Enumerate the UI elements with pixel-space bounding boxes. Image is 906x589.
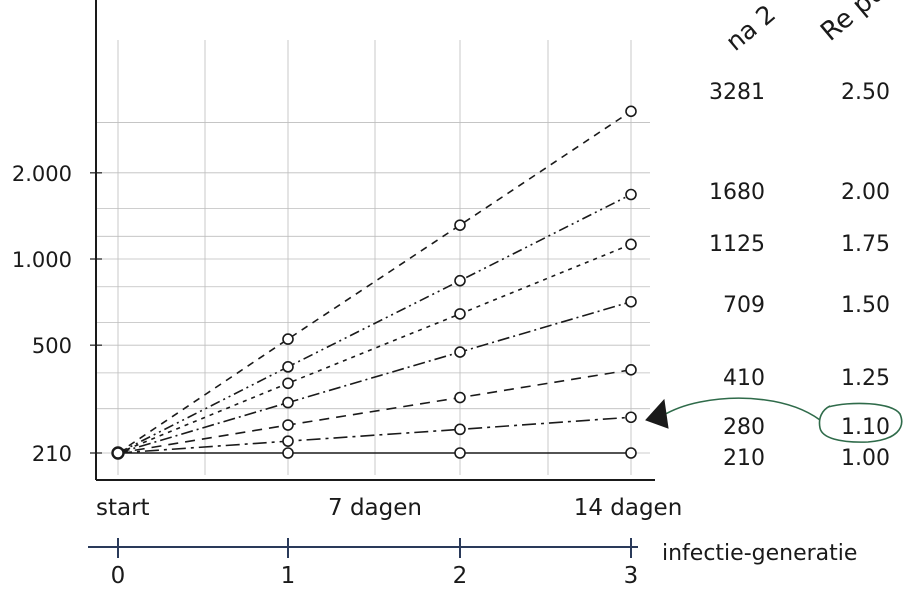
- series-line-r-2: [117, 193, 632, 454]
- y-tick-label: 210: [32, 442, 72, 466]
- data-point-marker: [282, 377, 294, 390]
- series-line-r-1.25: [117, 369, 632, 454]
- axes: [88, 0, 655, 558]
- y-tick-label: 1.000: [12, 248, 72, 272]
- data-point-marker: [625, 411, 637, 424]
- table-count-value: 280: [723, 415, 765, 440]
- data-point-marker: [625, 238, 637, 251]
- data-point-marker: [454, 447, 466, 459]
- data-point-marker: [454, 308, 466, 320]
- data-point-marker: [625, 364, 637, 376]
- table-count-value: 1680: [709, 180, 765, 205]
- x-time-label: 7 dagen: [328, 495, 422, 521]
- annotation-arrow-line: [661, 397, 821, 421]
- data-point-marker: [282, 361, 294, 373]
- y-tick-label: 500: [32, 334, 72, 358]
- data-point-marker: [625, 295, 637, 308]
- table-r-value: 1.10: [841, 415, 890, 440]
- data-point-marker: [625, 447, 637, 459]
- table-r-value: 2.00: [841, 180, 890, 205]
- series-line-r-1.5: [117, 300, 632, 454]
- generation-tick-label: 2: [453, 563, 468, 589]
- data-point-marker: [454, 423, 466, 436]
- data-point-marker: [282, 396, 294, 409]
- table-count-value: 1125: [709, 232, 765, 257]
- series-line-r-2.5: [117, 110, 632, 454]
- annotation: [645, 397, 903, 443]
- y-tick-label: 2.000: [12, 162, 72, 186]
- table-r-value: 2.50: [841, 80, 890, 105]
- axis-labels: 210 500 1.000 2.000 start 7 dagen 14 dagen 0 1 2 3…: [12, 162, 858, 589]
- data-point-marker: [454, 274, 466, 287]
- data-point-marker: [282, 447, 294, 459]
- table-r-value: 1.25: [841, 366, 890, 391]
- data-point-marker: [454, 219, 466, 231]
- start-point-marker: [111, 446, 125, 460]
- table-count-value: 709: [723, 293, 765, 318]
- series-lines: [111, 105, 637, 460]
- x-time-label: start: [96, 495, 150, 521]
- data-point-marker: [282, 333, 294, 345]
- table-r-value: 1.50: [841, 293, 890, 318]
- data-point-marker: [454, 346, 466, 358]
- generation-tick-label: 0: [111, 563, 126, 589]
- data-point-marker: [282, 419, 294, 431]
- table-count-value: 410: [723, 366, 765, 391]
- data-point-marker: [625, 188, 637, 201]
- table-header-count: na 2: [720, 0, 781, 57]
- table-header-r: Re puls: [815, 0, 906, 47]
- data-point-marker: [282, 435, 294, 447]
- table-count-value: 3281: [709, 80, 765, 105]
- annotation-arrow-head: [645, 398, 669, 429]
- data-point-marker: [454, 391, 466, 404]
- data-point-marker: [625, 105, 637, 118]
- table-r-value: 1.75: [841, 232, 890, 257]
- table-r-value: 1.00: [841, 446, 890, 471]
- grid: [96, 40, 650, 475]
- generation-tick-label: 3: [624, 563, 639, 589]
- right-value-table: na 2 Re puls 3281 2.50 1680 2.00 1125 1.75 709 1.…: [709, 0, 906, 471]
- generation-tick-label: 1: [281, 563, 296, 589]
- generation-axis-title: infectie-generatie: [662, 541, 857, 566]
- series-line-r-1.1: [117, 416, 632, 454]
- table-count-value: 210: [723, 446, 765, 471]
- x-time-label: 14 dagen: [574, 495, 683, 521]
- series-line-r-1.75: [117, 243, 632, 454]
